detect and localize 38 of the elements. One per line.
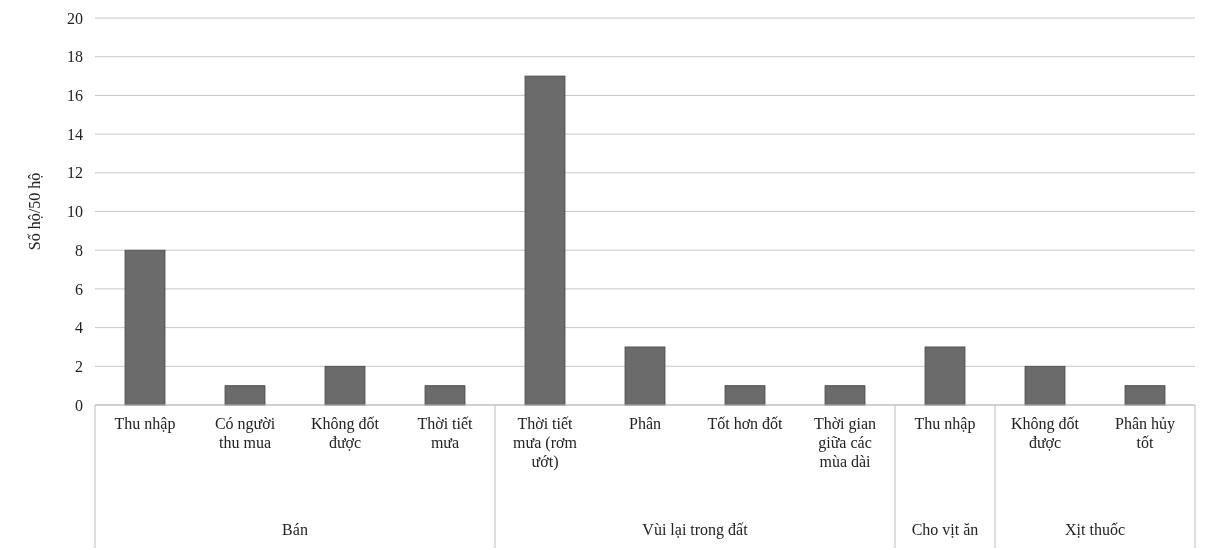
y-tick-label: 10 <box>67 203 83 221</box>
bar <box>1024 365 1066 406</box>
x-tick-label: Thu nhập <box>914 415 976 433</box>
bar <box>824 385 866 406</box>
y-tick-label: 8 <box>75 241 83 259</box>
x-tick-label: Thời tiết mưa <box>417 415 474 451</box>
bar <box>924 346 966 406</box>
y-tick-label: 6 <box>75 280 83 298</box>
y-tick-label: 20 <box>67 9 83 27</box>
y-tick-label: 2 <box>75 357 83 375</box>
bar <box>1124 385 1166 406</box>
x-tick-label: Phân <box>629 415 661 432</box>
x-tick-label: Có người thu mua <box>214 415 276 451</box>
y-tick-label: 12 <box>67 164 83 182</box>
y-tick-label: 14 <box>67 125 83 143</box>
text: Bán <box>282 521 308 538</box>
x-tick-label: Thu nhập <box>114 415 176 433</box>
x-tick-label: Phân hủy tốt <box>1115 415 1175 451</box>
x-tick-label: Thời gian giữa các mùa dài <box>813 415 877 470</box>
bar <box>624 346 666 406</box>
bar <box>124 249 166 406</box>
bar <box>224 385 266 406</box>
bar <box>524 75 566 406</box>
text: Xịt thuốc <box>1065 521 1125 538</box>
text: Vùi lại trong đất <box>642 521 749 539</box>
text: Cho vịt ăn <box>911 521 979 538</box>
bar <box>324 365 366 406</box>
y-tick-label: 0 <box>75 396 83 414</box>
x-tick-label: Không đốt được <box>1011 415 1080 451</box>
x-tick-label: Thời tiết mưa (rơm ướt) <box>513 415 578 471</box>
y-tick-label: 4 <box>75 319 83 337</box>
y-axis-title: Số hộ/50 hộ <box>26 172 43 251</box>
bar <box>424 385 466 406</box>
y-tick-label: 16 <box>67 87 83 104</box>
x-tick-label: Không đốt được <box>311 415 380 451</box>
bar <box>724 385 766 406</box>
y-tick-label: 18 <box>67 48 83 66</box>
x-tick-label: Tốt hơn đốt <box>707 415 784 432</box>
